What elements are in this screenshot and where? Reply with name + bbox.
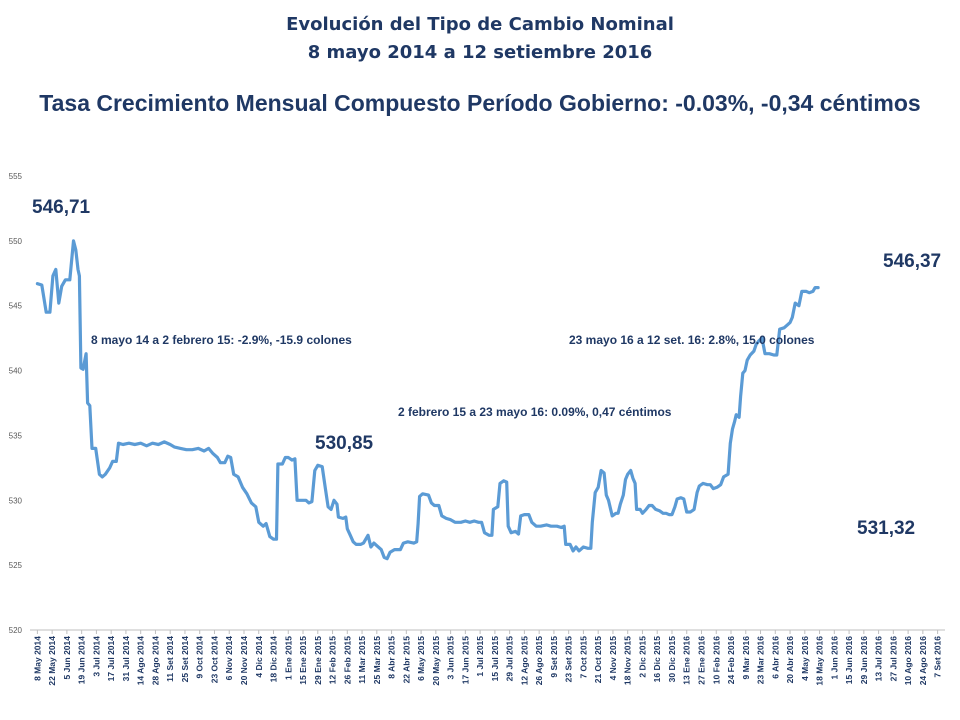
x-tick-label: 23 Oct 2014 [209, 636, 219, 684]
x-tick-label: 22 May 2014 [47, 636, 57, 686]
x-tick-label: 6 Nov 2014 [224, 636, 234, 681]
x-tick-label: 4 Nov 2015 [608, 636, 618, 681]
x-tick-label: 9 Mar 2016 [741, 636, 751, 680]
y-tick-label: 530 [9, 496, 23, 505]
start-value-label: 546,71 [32, 197, 91, 218]
x-tick-label: 11 Set 2014 [165, 636, 175, 682]
y-tick-label: 520 [9, 626, 23, 635]
x-tick-label: 27 Ene 2016 [696, 636, 706, 685]
x-tick-label: 30 Dic 2015 [667, 636, 677, 683]
y-tick-label: 525 [9, 561, 23, 570]
x-tick-label: 8 May 2014 [32, 636, 42, 681]
x-tick-label: 3 Jun 2015 [446, 636, 456, 680]
chart-period: 8 mayo 2014 a 12 setiembre 2016 [307, 42, 653, 63]
x-tick-label: 18 Nov 2015 [623, 636, 633, 685]
x-tick-label: 17 Jul 2014 [106, 636, 116, 682]
x-tick-label: 7 Oct 2015 [578, 636, 588, 679]
x-tick-label: 11 Mar 2015 [357, 636, 367, 684]
x-tick-label: 8 Abr 2015 [387, 636, 397, 679]
x-tick-label: 4 Dic 2014 [254, 636, 264, 678]
x-tick-label: 9 Set 2015 [549, 636, 559, 678]
x-tick-label: 1 Jul 2015 [475, 636, 485, 677]
x-tick-label: 26 Ago 2015 [534, 636, 544, 686]
x-tick-label: 7 Set 2016 [933, 636, 943, 678]
x-tick-label: 6 Abr 2016 [770, 636, 780, 679]
mid-low-value-label: 530,85 [315, 433, 374, 454]
y-tick-label: 535 [9, 431, 23, 440]
x-tick-label: 23 Set 2015 [564, 636, 574, 683]
x-tick-label: 20 May 2015 [431, 636, 441, 686]
x-tick-label: 25 Mar 2015 [372, 636, 382, 684]
x-tick-label: 19 Jun 2014 [77, 636, 87, 684]
x-tick-label: 1 Jun 2016 [829, 636, 839, 680]
x-tick-label: 17 Jun 2015 [460, 636, 470, 684]
y-tick-label: 545 [9, 302, 23, 311]
x-tick-label: 13 Ene 2016 [682, 636, 692, 685]
x-tick-label: 15 Jul 2015 [490, 636, 500, 682]
x-tick-label: 29 Ene 2015 [313, 636, 323, 685]
period2-annotation: 2 febrero 15 a 23 mayo 16: 0.09%, 0,47 c… [398, 405, 672, 419]
x-tick-label: 10 Feb 2016 [711, 636, 721, 684]
y-tick-label: 555 [9, 172, 23, 181]
late-low-value-label: 531,32 [857, 518, 916, 539]
x-tick-label: 15 Ene 2015 [298, 636, 308, 685]
exchange-rate-line [35, 239, 820, 561]
x-tick-label: 12 Feb 2015 [328, 636, 338, 684]
x-tick-label: 26 Feb 2015 [342, 636, 352, 684]
x-tick-label: 25 Set 2014 [180, 636, 190, 683]
x-tick-label: 12 Ago 2015 [519, 636, 529, 686]
period3-annotation: 23 mayo 16 a 12 set. 16: 2.8%, 15.0 colo… [569, 333, 815, 347]
x-tick-label: 6 May 2015 [416, 636, 426, 681]
x-tick-label: 10 Ago 2016 [903, 636, 913, 686]
x-tick-label: 3 Jul 2014 [91, 636, 101, 677]
chart-subtitle: Tasa Crecimiento Mensual Compuesto Perío… [39, 90, 921, 116]
x-tick-label: 2 Dic 2015 [637, 636, 647, 678]
x-tick-label: 31 Jul 2014 [121, 636, 131, 682]
end-value-label: 546,37 [883, 251, 942, 272]
x-tick-label: 29 Jul 2015 [505, 636, 515, 682]
x-tick-label: 23 Mar 2016 [756, 636, 766, 684]
x-tick-label: 1 Ene 2015 [283, 636, 293, 680]
y-tick-label: 540 [9, 367, 23, 376]
x-tick-label: 21 Oct 2015 [593, 636, 603, 684]
x-tick-label: 5 Jun 2014 [62, 636, 72, 680]
period1-annotation: 8 mayo 14 a 2 febrero 15: -2.9%, -15.9 c… [91, 333, 352, 347]
x-tick-label: 20 Nov 2014 [239, 636, 249, 685]
x-tick-label: 4 May 2016 [800, 636, 810, 681]
x-tick-label: 24 Feb 2016 [726, 636, 736, 684]
y-tick-label: 550 [9, 237, 23, 246]
x-tick-label: 18 May 2016 [815, 636, 825, 686]
x-tick-label: 18 Dic 2014 [269, 636, 279, 683]
x-tick-label: 20 Abr 2016 [785, 636, 795, 684]
x-tick-label: 29 Jun 2016 [859, 636, 869, 684]
chart-title: Evolución del Tipo de Cambio Nominal [286, 14, 674, 35]
x-tick-label: 9 Oct 2014 [195, 636, 205, 679]
x-tick-label: 24 Ago 2016 [918, 636, 928, 686]
x-tick-label: 15 Jun 2016 [844, 636, 854, 684]
x-tick-label: 14 Ago 2014 [136, 636, 146, 686]
x-tick-label: 16 Dic 2015 [652, 636, 662, 683]
x-tick-label: 28 Ago 2014 [150, 636, 160, 686]
x-tick-label: 27 Jul 2016 [888, 636, 898, 682]
x-tick-label: 22 Abr 2015 [401, 636, 411, 684]
x-tick-label: 13 Jul 2016 [874, 636, 884, 682]
